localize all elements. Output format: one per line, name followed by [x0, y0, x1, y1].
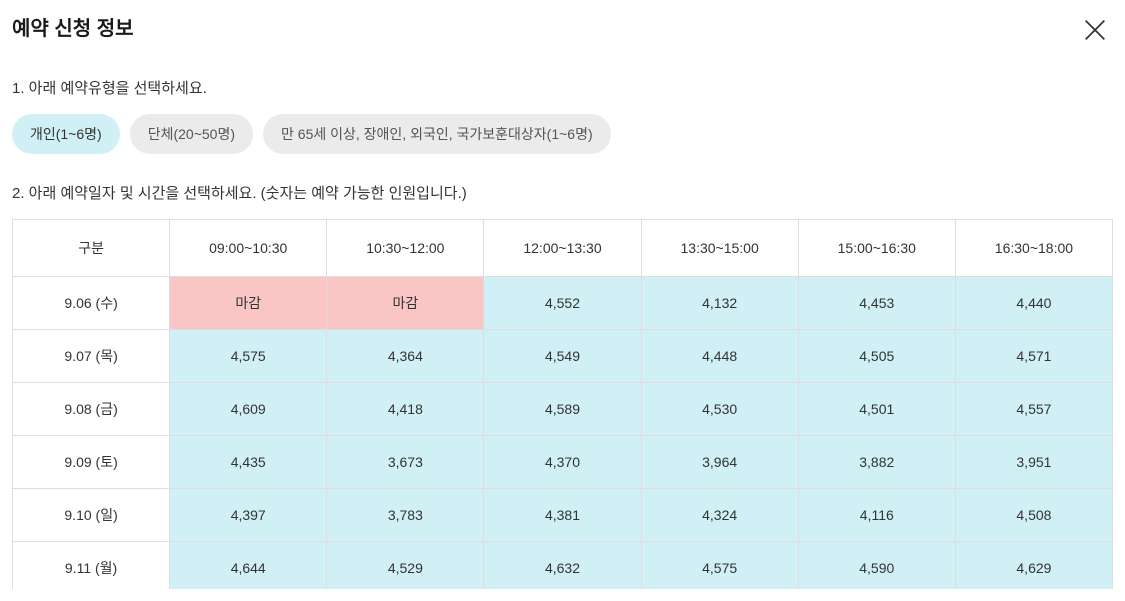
table-row: 9.07 (목)4,5754,3644,5494,4484,5054,571 — [13, 330, 1113, 383]
slot-available[interactable]: 4,505 — [798, 330, 955, 383]
slot-available[interactable]: 4,132 — [641, 277, 798, 330]
table-row: 9.08 (금)4,6094,4184,5894,5304,5014,557 — [13, 383, 1113, 436]
table-row: 9.10 (일)4,3973,7834,3814,3244,1164,508 — [13, 489, 1113, 542]
tab-reservation-type-2[interactable]: 만 65세 이상, 장애인, 외국인, 국가보훈대상자(1~6명) — [263, 114, 611, 154]
page-title: 예약 신청 정보 — [12, 12, 134, 41]
slot-closed: 마감 — [327, 277, 484, 330]
slot-available[interactable]: 4,453 — [798, 277, 955, 330]
slot-available[interactable]: 4,575 — [170, 330, 327, 383]
slot-available[interactable]: 4,418 — [327, 383, 484, 436]
slot-available[interactable]: 4,364 — [327, 330, 484, 383]
date-cell: 9.07 (목) — [13, 330, 170, 383]
section1-label: 1. 아래 예약유형을 선택하세요. — [12, 77, 1113, 98]
slot-available[interactable]: 4,575 — [641, 542, 798, 590]
table-row: 9.11 (월)4,6444,5294,6324,5754,5904,629 — [13, 542, 1113, 590]
slot-available[interactable]: 3,951 — [955, 436, 1112, 489]
slot-available[interactable]: 4,397 — [170, 489, 327, 542]
slot-available[interactable]: 4,501 — [798, 383, 955, 436]
slot-available[interactable]: 3,673 — [327, 436, 484, 489]
slot-available[interactable]: 4,632 — [484, 542, 641, 590]
slot-available[interactable]: 4,629 — [955, 542, 1112, 590]
table-row: 9.09 (토)4,4353,6734,3703,9643,8823,951 — [13, 436, 1113, 489]
table-header-time-4: 15:00~16:30 — [798, 220, 955, 277]
slot-available[interactable]: 3,783 — [327, 489, 484, 542]
close-icon — [1081, 16, 1109, 44]
table-header-time-0: 09:00~10:30 — [170, 220, 327, 277]
slot-available[interactable]: 4,609 — [170, 383, 327, 436]
date-cell: 9.09 (토) — [13, 436, 170, 489]
table-header-label: 구분 — [13, 220, 170, 277]
schedule-scroll-container[interactable]: 구분09:00~10:3010:30~12:0012:00~13:3013:30… — [12, 219, 1113, 589]
slot-available[interactable]: 4,557 — [955, 383, 1112, 436]
table-header-time-2: 12:00~13:30 — [484, 220, 641, 277]
date-cell: 9.06 (수) — [13, 277, 170, 330]
slot-available[interactable]: 4,370 — [484, 436, 641, 489]
slot-available[interactable]: 4,448 — [641, 330, 798, 383]
section2-label: 2. 아래 예약일자 및 시간을 선택하세요. (숫자는 예약 가능한 인원입니… — [12, 182, 1113, 203]
slot-available[interactable]: 4,508 — [955, 489, 1112, 542]
slot-available[interactable]: 4,116 — [798, 489, 955, 542]
slot-available[interactable]: 4,529 — [327, 542, 484, 590]
slot-available[interactable]: 4,530 — [641, 383, 798, 436]
slot-available[interactable]: 4,549 — [484, 330, 641, 383]
slot-available[interactable]: 3,964 — [641, 436, 798, 489]
tab-reservation-type-1[interactable]: 단체(20~50명) — [130, 114, 253, 154]
table-row: 9.06 (수)마감마감4,5524,1324,4534,440 — [13, 277, 1113, 330]
slot-available[interactable]: 4,589 — [484, 383, 641, 436]
schedule-table: 구분09:00~10:3010:30~12:0012:00~13:3013:30… — [12, 220, 1113, 589]
slot-available[interactable]: 4,552 — [484, 277, 641, 330]
table-header-time-5: 16:30~18:00 — [955, 220, 1112, 277]
reservation-type-tabs: 개인(1~6명)단체(20~50명)만 65세 이상, 장애인, 외국인, 국가… — [12, 114, 1113, 154]
close-button[interactable] — [1077, 12, 1113, 53]
slot-available[interactable]: 4,590 — [798, 542, 955, 590]
slot-available[interactable]: 4,435 — [170, 436, 327, 489]
slot-available[interactable]: 4,440 — [955, 277, 1112, 330]
slot-closed: 마감 — [170, 277, 327, 330]
slot-available[interactable]: 4,644 — [170, 542, 327, 590]
table-header-time-1: 10:30~12:00 — [327, 220, 484, 277]
table-header-time-3: 13:30~15:00 — [641, 220, 798, 277]
tab-reservation-type-0[interactable]: 개인(1~6명) — [12, 114, 120, 154]
slot-available[interactable]: 4,381 — [484, 489, 641, 542]
slot-available[interactable]: 4,571 — [955, 330, 1112, 383]
date-cell: 9.08 (금) — [13, 383, 170, 436]
date-cell: 9.10 (일) — [13, 489, 170, 542]
slot-available[interactable]: 4,324 — [641, 489, 798, 542]
slot-available[interactable]: 3,882 — [798, 436, 955, 489]
date-cell: 9.11 (월) — [13, 542, 170, 590]
